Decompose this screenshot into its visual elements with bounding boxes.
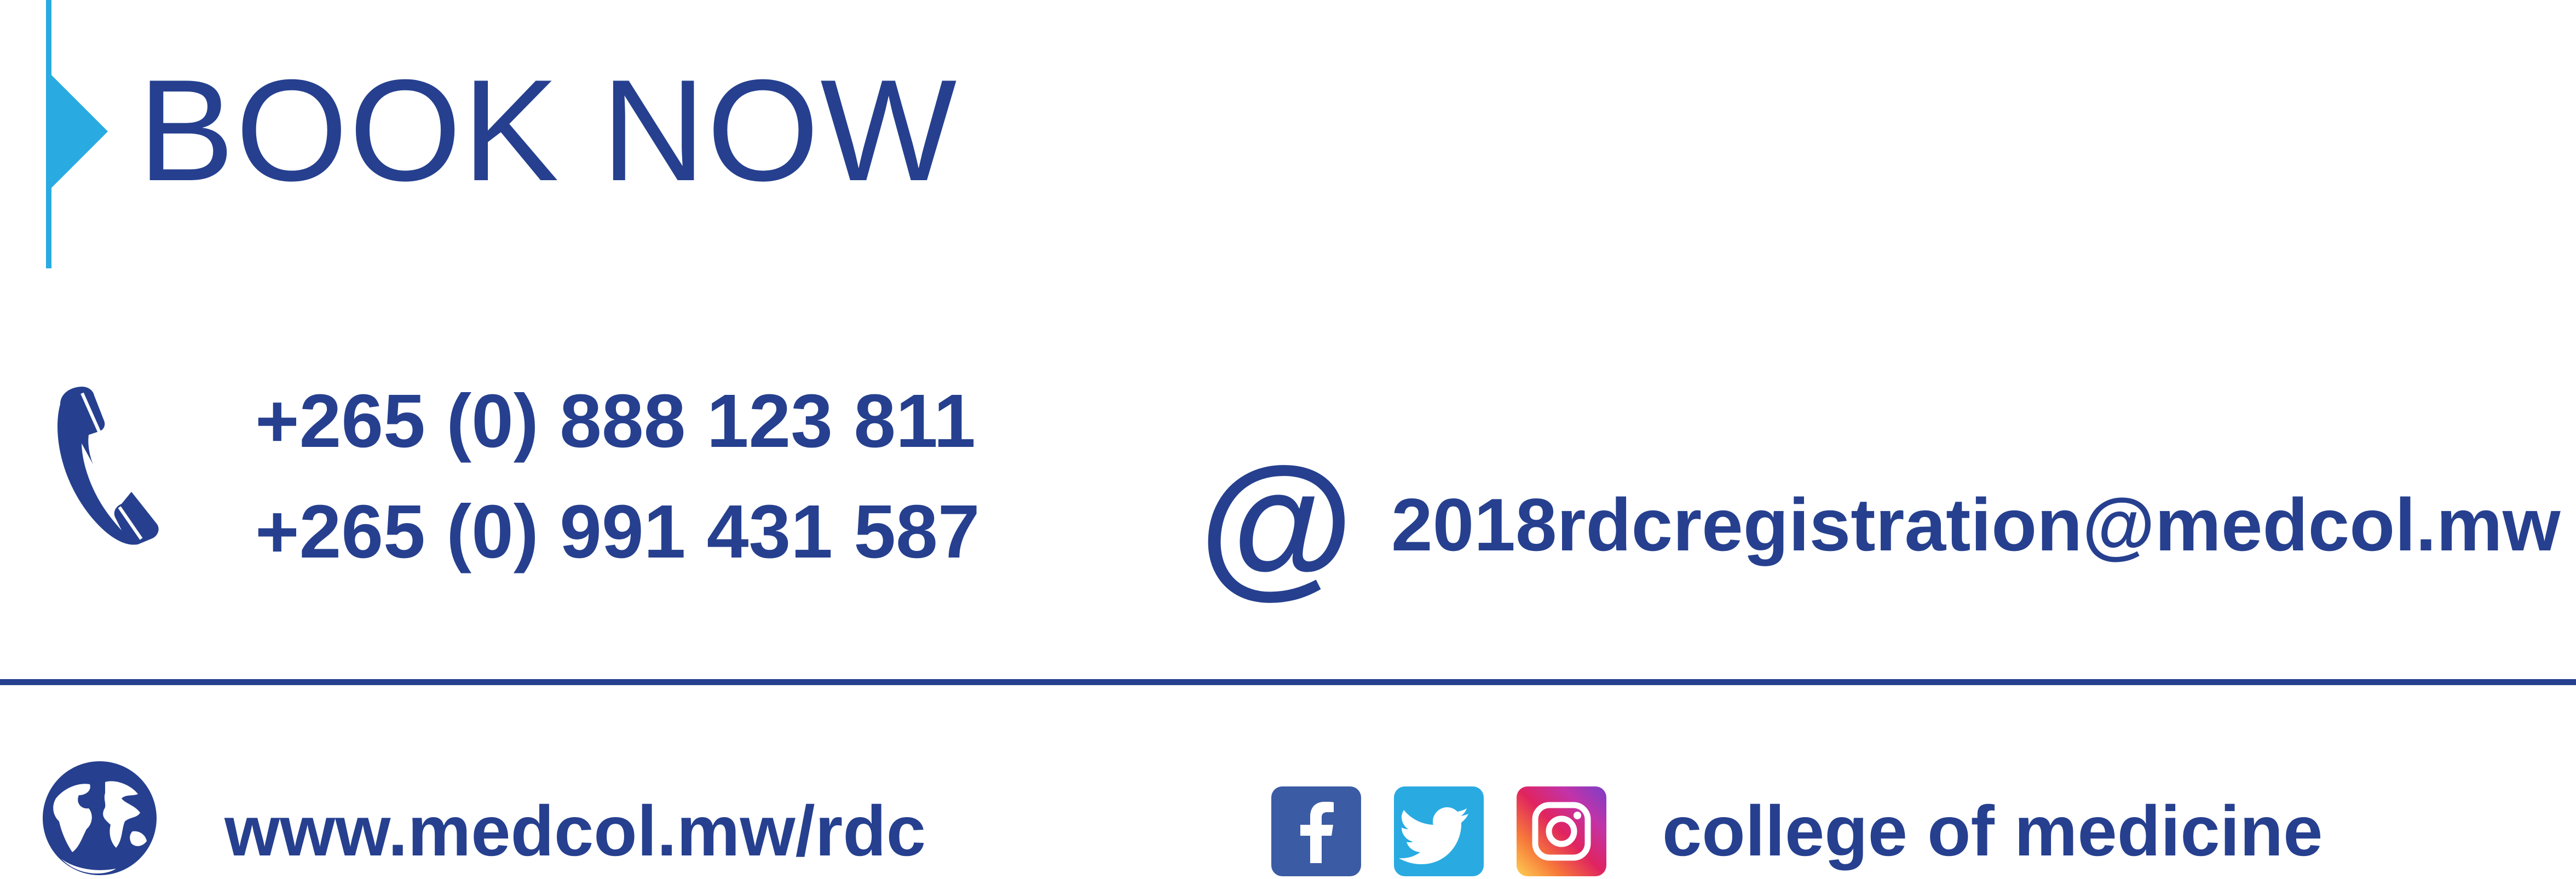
facebook-icon[interactable] — [1271, 786, 1361, 876]
divider — [0, 679, 2576, 685]
phone-number-2[interactable]: +265 (0) 991 431 587 — [255, 490, 980, 574]
email-address[interactable]: 2018rdcregistration@medcol.mw — [1391, 483, 2561, 566]
accent-arrow-icon — [50, 74, 108, 189]
social-handle: college of medicine — [1662, 791, 2323, 871]
phone-number-1[interactable]: +265 (0) 888 123 811 — [255, 379, 976, 463]
at-sign-icon: @ — [1199, 434, 1354, 612]
instagram-icon[interactable] — [1517, 786, 1606, 876]
twitter-icon[interactable] — [1394, 786, 1484, 876]
website-link[interactable]: www.medcol.mw/rdc — [224, 791, 926, 871]
phone-icon — [49, 382, 159, 547]
page-title: BOOK NOW — [138, 49, 958, 211]
globe-icon — [39, 760, 160, 876]
accent-bar — [46, 0, 51, 268]
